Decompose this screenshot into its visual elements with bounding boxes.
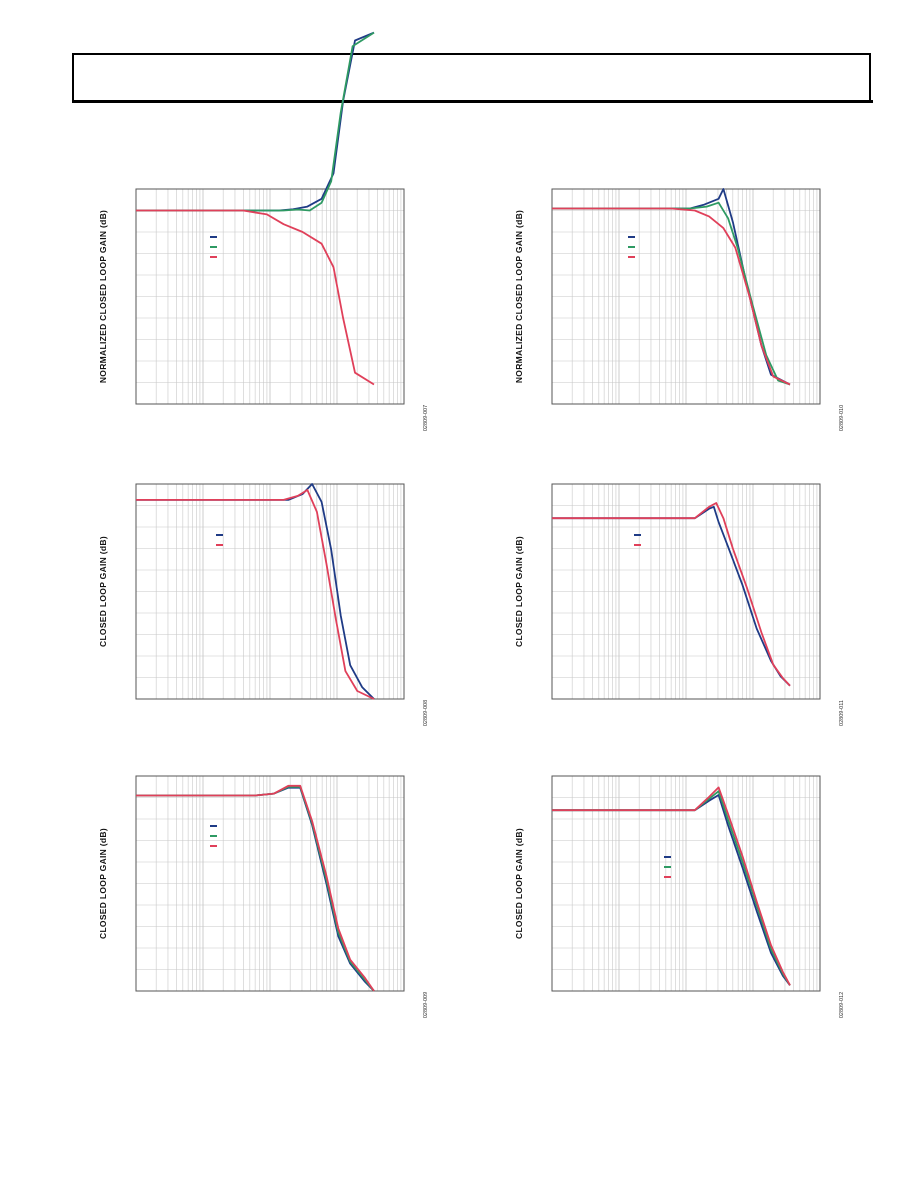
figure-id: 02809-008	[423, 700, 429, 726]
series-line-green	[552, 201, 791, 386]
plot-frame	[551, 483, 821, 700]
page-header-rule	[72, 100, 873, 103]
y-axis-label: CLOSED LOOP GAIN (dB)	[98, 536, 108, 647]
plot-frame	[135, 188, 405, 405]
series-line-green	[136, 31, 375, 212]
series-line-red	[136, 209, 375, 386]
series-line-red	[552, 502, 791, 687]
y-axis-label: NORMALIZED CLOSED LOOP GAIN (dB)	[98, 210, 108, 383]
plot-frame	[135, 775, 405, 992]
figure-id: 02809-009	[423, 992, 429, 1018]
plot-frame	[135, 483, 405, 700]
series-line-red	[552, 786, 791, 986]
figure-id: 02809-010	[839, 405, 845, 431]
series-line-blue	[136, 31, 375, 212]
chart-4: CLOSED LOOP GAIN (dB) 02809-011	[514, 483, 845, 726]
figure-id: 02809-011	[839, 700, 845, 726]
chart-6: CLOSED LOOP GAIN (dB) 02809-012	[514, 775, 845, 1018]
plot-frame	[551, 188, 821, 405]
y-axis-label: NORMALIZED CLOSED LOOP GAIN (dB)	[514, 210, 524, 383]
series-line-red	[136, 784, 375, 992]
series-line-red	[136, 489, 375, 700]
series-line-red	[552, 207, 791, 386]
chart-2: NORMALIZED CLOSED LOOP GAIN (dB) 02809-01…	[514, 188, 845, 431]
plot-frame	[551, 775, 821, 992]
chart-1: NORMALIZED CLOSED LOOP GAIN (dB) 02809-00…	[98, 31, 429, 431]
chart-3: CLOSED LOOP GAIN (dB) 02809-008	[98, 483, 429, 726]
y-axis-label: CLOSED LOOP GAIN (dB)	[514, 828, 524, 939]
figure-id: 02809-007	[423, 405, 429, 431]
y-axis-label: CLOSED LOOP GAIN (dB)	[514, 536, 524, 647]
chart-5: CLOSED LOOP GAIN (dB) 02809-009	[98, 775, 429, 1018]
figure-id: 02809-012	[839, 992, 845, 1018]
y-axis-label: CLOSED LOOP GAIN (dB)	[98, 828, 108, 939]
